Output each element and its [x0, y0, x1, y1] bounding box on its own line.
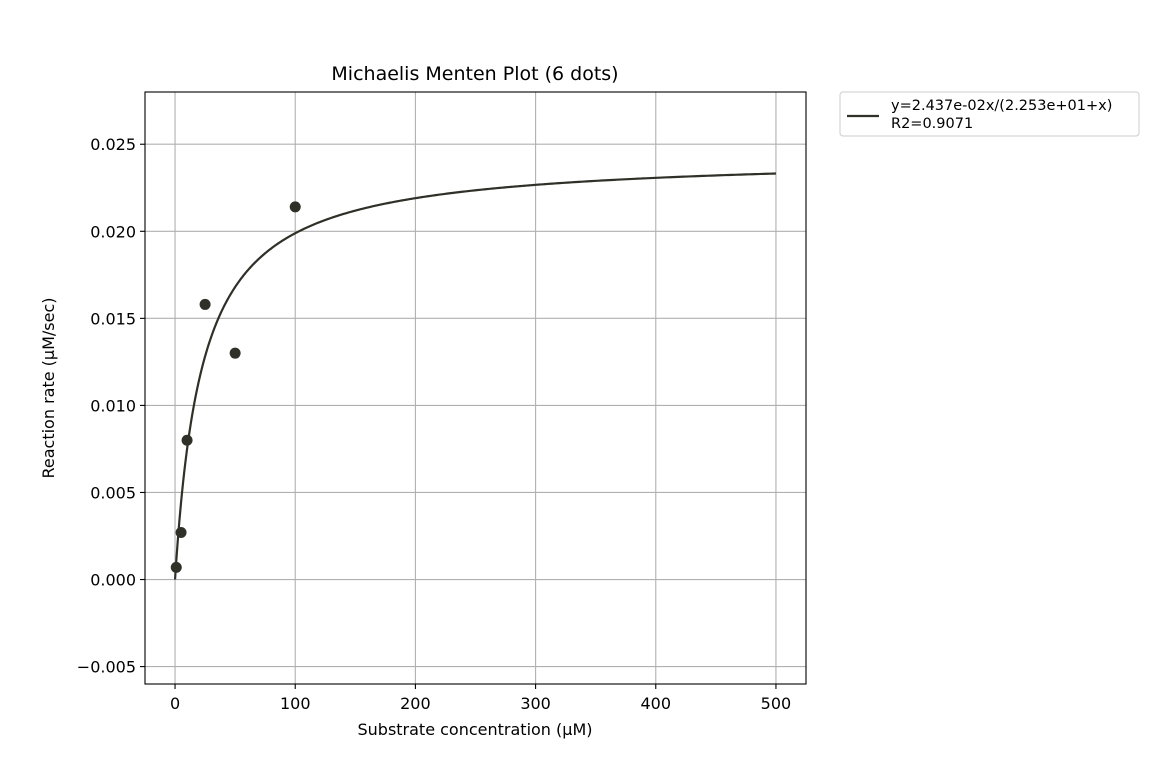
data-point — [289, 201, 301, 213]
fit-curve-layer — [173, 172, 776, 580]
x-tick-label: 200 — [400, 694, 431, 713]
x-tick-label: 400 — [640, 694, 671, 713]
legend-box — [839, 91, 1140, 137]
y-tick-label: 0.020 — [90, 222, 136, 241]
data-point — [181, 434, 193, 446]
data-point — [229, 347, 241, 359]
y-axis-title: Reaction rate (µM/sec) — [39, 298, 58, 479]
data-point — [170, 561, 182, 573]
y-tick-label: 0.010 — [90, 396, 136, 415]
legend-label-equation: y=2.437e-02x/(2.253e+01+x) — [891, 98, 1112, 114]
x-axis-title: Substrate concentration (µM) — [357, 720, 592, 739]
x-axis-ticks: 0 100 200 300 400 500 — [170, 684, 791, 713]
x-tick-label: 500 — [761, 694, 792, 713]
y-tick-label: 0.000 — [90, 571, 136, 590]
legend-label-r2: R2=0.9071 — [891, 116, 973, 132]
y-tick-label: 0.005 — [90, 483, 136, 502]
grid-lines — [145, 92, 806, 684]
chart-title: Michaelis Menten Plot (6 dots) — [331, 63, 618, 85]
data-points-layer — [170, 201, 301, 573]
data-point — [175, 527, 187, 539]
x-tick-label: 300 — [520, 694, 551, 713]
y-tick-label: −0.005 — [77, 658, 136, 677]
x-tick-label: 0 — [170, 694, 180, 713]
data-point — [199, 298, 211, 310]
plot-area-frame — [144, 91, 807, 685]
y-axis-ticks: −0.005 0.000 0.005 0.010 0.015 0.020 0.025 — [77, 135, 145, 677]
y-tick-label: 0.015 — [90, 309, 136, 328]
fit-curve-line — [173, 172, 776, 580]
legend: y=2.437e-02x/(2.253e+01+x) R2=0.9071 — [839, 91, 1140, 137]
x-tick-label: 100 — [280, 694, 311, 713]
y-tick-label: 0.025 — [90, 135, 136, 154]
